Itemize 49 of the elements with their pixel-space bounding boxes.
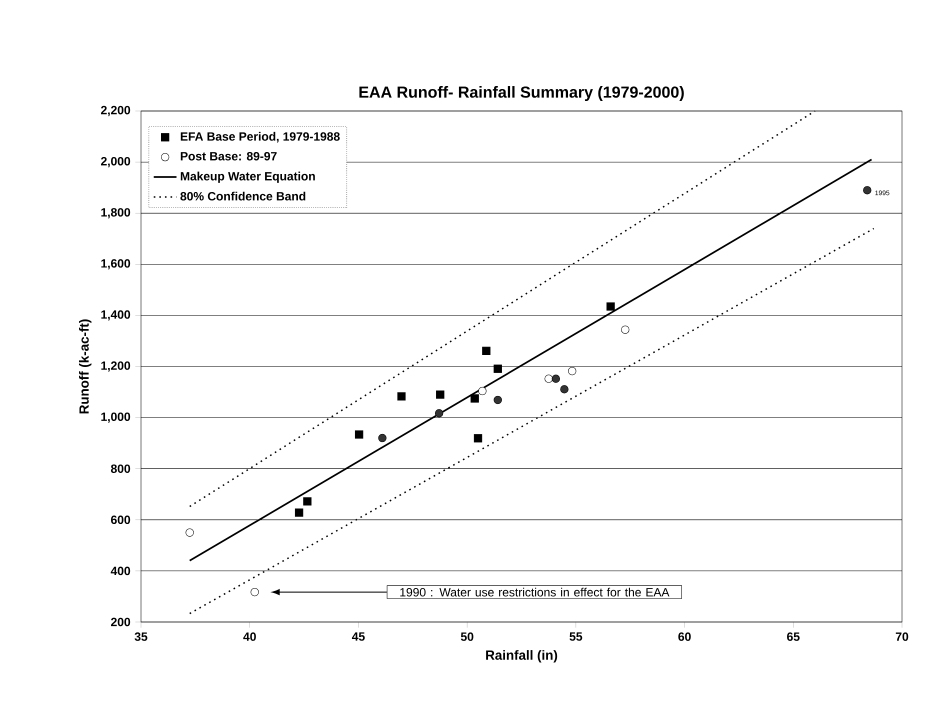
y-tick-label: 400 — [110, 566, 130, 576]
y-tick-label: 600 — [111, 516, 130, 524]
legend-label: Post Base: 89-97 — [180, 152, 277, 160]
point — [494, 364, 502, 373]
point — [560, 385, 568, 394]
point — [552, 374, 560, 383]
y-tick-label: 1,200 — [101, 361, 130, 372]
point — [434, 409, 444, 418]
x-tick-label: 50 — [460, 632, 474, 641]
y-tick-label: 1,400 — [101, 310, 130, 321]
x-tick-label: 60 — [678, 632, 691, 641]
point — [482, 346, 490, 356]
point — [474, 434, 482, 442]
y-tick-label: 1,000 — [101, 412, 130, 423]
annotation: 1990 : Water use restrictions in effect for the EAA — [400, 588, 670, 597]
legend-label: 80% Confidence Band — [180, 192, 306, 201]
x-tick-label: 35 — [134, 632, 148, 641]
x-tick-label: 45 — [352, 632, 365, 641]
y-tick-label: 1,600 — [101, 259, 130, 270]
point — [478, 386, 487, 396]
y-tick-label: 2,200 — [100, 106, 130, 116]
x-tick-label: 55 — [570, 632, 582, 641]
point — [863, 186, 872, 194]
x-tick-label: 65 — [787, 632, 800, 641]
point — [186, 528, 194, 537]
legend-label: EFA Base Period, 1979-1988 — [180, 132, 340, 142]
point — [294, 508, 304, 517]
point — [354, 430, 364, 439]
legend-label: Makeup Water Equation — [180, 172, 315, 183]
point — [436, 390, 444, 399]
y-tick-label: 1,800 — [101, 208, 130, 218]
x-tick-label: 70 — [896, 632, 908, 641]
x-axis-title: Rainfall (in) — [486, 650, 558, 662]
point — [494, 396, 502, 404]
point — [397, 392, 406, 401]
point — [544, 374, 553, 383]
y-tick-label: 2,000 — [100, 156, 130, 168]
point — [621, 326, 630, 334]
y-tick-label: 800 — [110, 464, 130, 473]
point — [378, 434, 386, 442]
point — [250, 588, 259, 596]
y-axis-title: Runoff (k-ac-ft) — [78, 319, 92, 414]
point — [568, 366, 576, 376]
point — [606, 302, 615, 311]
x-tick-label: 40 — [243, 632, 256, 641]
point — [303, 497, 312, 506]
y-tick-label: 200 — [111, 618, 130, 626]
chart-title: EAA Runoff- Rainfall Summary (1979-2000) — [359, 86, 684, 101]
point — [470, 394, 479, 403]
